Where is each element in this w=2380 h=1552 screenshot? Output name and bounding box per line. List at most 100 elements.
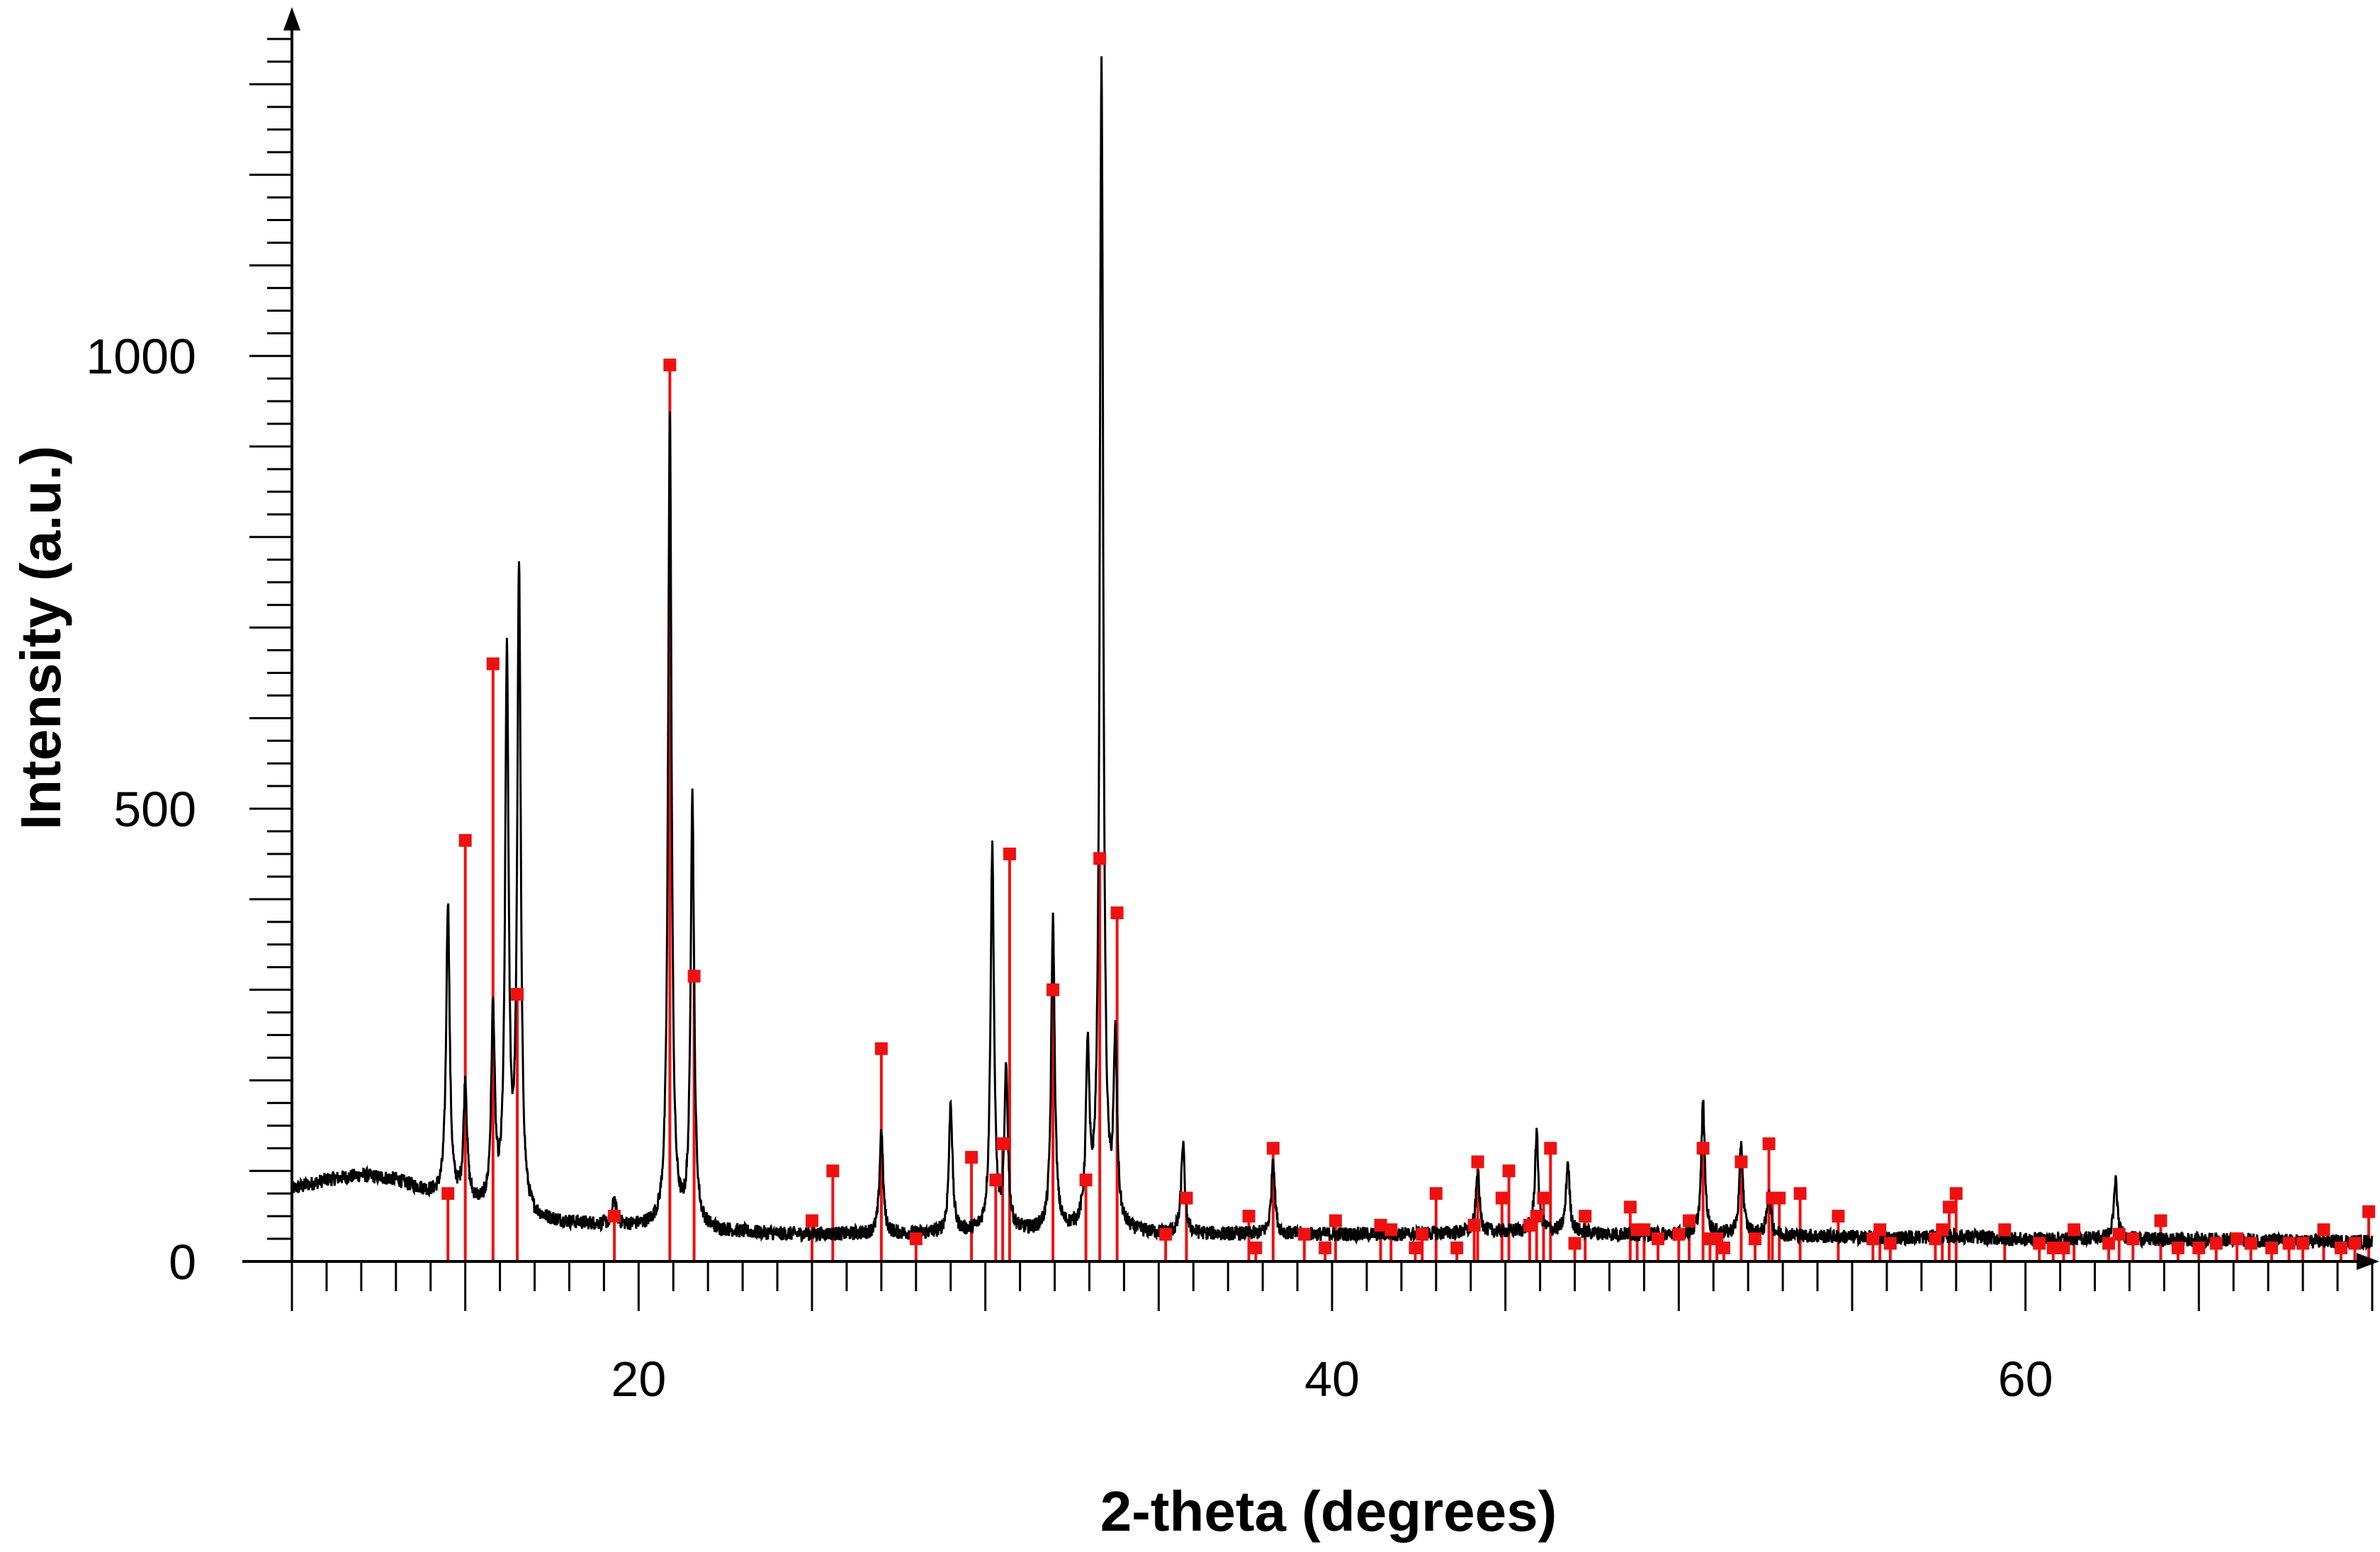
- reference-marker: [1409, 1241, 1422, 1254]
- reference-marker: [909, 1232, 923, 1246]
- reference-marker: [2282, 1237, 2296, 1250]
- reference-marker: [1297, 1227, 1311, 1241]
- reference-marker: [1793, 1187, 1807, 1200]
- reference-marker: [1266, 1142, 1280, 1155]
- x-axis-arrow-icon: [2357, 1253, 2379, 1270]
- y-minor-ticks: [249, 38, 292, 1263]
- reference-marker: [1495, 1191, 1508, 1205]
- reference-marker: [996, 1137, 1010, 1150]
- reference-marker: [2265, 1241, 2279, 1254]
- x-minor-ticks: [291, 1261, 2374, 1311]
- reference-marker: [2068, 1223, 2081, 1237]
- reference-marker: [608, 1210, 621, 1223]
- reference-marker: [1502, 1164, 1516, 1178]
- reference-marker: [2317, 1223, 2330, 1237]
- reference-marker: [1544, 1142, 1557, 1155]
- reference-marker: [989, 1174, 1003, 1186]
- reference-marker: [1319, 1241, 1332, 1254]
- reference-marker: [1949, 1187, 1963, 1200]
- reference-marker: [1093, 852, 1107, 865]
- reference-marker: [1180, 1191, 1193, 1205]
- reference-marker: [1467, 1218, 1481, 1232]
- reference-marker: [1471, 1155, 1484, 1169]
- y-tick-labels: 0 500 1000: [86, 329, 196, 1290]
- y-tick-label: 1000: [86, 329, 196, 384]
- reference-marker: [2244, 1237, 2257, 1250]
- reference-marker: [1003, 848, 1016, 860]
- reference-marker: [1579, 1210, 1592, 1223]
- reference-marker: [1450, 1241, 1464, 1254]
- reference-marker: [1883, 1237, 1897, 1250]
- reference-marker: [1047, 983, 1060, 996]
- y-axis-arrow-icon: [283, 7, 300, 30]
- reference-marker: [1429, 1187, 1443, 1200]
- reference-marker: [874, 1042, 888, 1055]
- reference-marker: [441, 1187, 455, 1200]
- reference-marker: [511, 988, 524, 1001]
- reference-marker: [2102, 1237, 2116, 1250]
- reference-marker: [1637, 1223, 1651, 1237]
- reference-marker: [2296, 1237, 2310, 1250]
- x-tick-labels: 20 40 60: [611, 1351, 2053, 1407]
- reference-marker: [2033, 1237, 2046, 1250]
- plot-area: [291, 56, 2376, 1261]
- y-tick-label: 0: [169, 1235, 196, 1290]
- diffraction-pattern-line: [291, 56, 2374, 1253]
- x-tick-label: 40: [1304, 1351, 1360, 1407]
- reference-marker: [1416, 1227, 1429, 1241]
- reference-marker: [1717, 1241, 1730, 1254]
- reference-marker: [2209, 1237, 2223, 1250]
- reference-marker: [1651, 1232, 1664, 1246]
- reference-marker: [1530, 1210, 1543, 1223]
- reference-marker: [1249, 1241, 1263, 1254]
- reference-marker: [1672, 1227, 1686, 1241]
- axes: 0 500 1000 20 40 60: [86, 7, 2379, 1407]
- reference-marker: [2362, 1205, 2376, 1218]
- reference-marker: [1748, 1232, 1761, 1246]
- reference-marker: [1773, 1191, 1786, 1205]
- reference-marker: [1696, 1142, 1710, 1155]
- reference-marker: [806, 1214, 818, 1227]
- reference-marker: [1623, 1200, 1637, 1214]
- reference-marker: [1943, 1200, 1956, 1214]
- reference-sticks: [446, 365, 2371, 1261]
- reference-marker: [1110, 906, 1124, 920]
- reference-marker: [1936, 1223, 1949, 1237]
- reference-marker: [2171, 1241, 2184, 1254]
- reference-marker: [2334, 1241, 2347, 1254]
- reference-marker: [965, 1151, 978, 1164]
- reference-marker: [2230, 1232, 2244, 1246]
- x-tick-label: 60: [1998, 1351, 2053, 1407]
- x-tick-label: 20: [611, 1351, 666, 1407]
- reference-marker: [1568, 1237, 1581, 1250]
- reference-marker: [1159, 1227, 1173, 1241]
- reference-marker: [1329, 1214, 1342, 1227]
- reference-marker: [2192, 1241, 2206, 1254]
- reference-marker: [2126, 1232, 2140, 1246]
- reference-marker: [1762, 1137, 1776, 1150]
- y-tick-label: 500: [113, 782, 196, 837]
- reference-marker: [2348, 1237, 2362, 1250]
- reference-marker: [2057, 1241, 2070, 1254]
- reference-marker: [1374, 1218, 1387, 1232]
- reference-marker: [2046, 1241, 2060, 1254]
- reference-marker: [1873, 1223, 1887, 1237]
- reference-marker: [1384, 1223, 1398, 1237]
- reference-marker: [1832, 1210, 1845, 1223]
- reference-marker: [1735, 1155, 1748, 1169]
- reference-marker: [826, 1164, 840, 1178]
- reference-marker: [1079, 1174, 1093, 1186]
- reference-marker: [1242, 1210, 1256, 1223]
- reference-marker: [687, 969, 701, 983]
- reference-marker: [663, 359, 677, 371]
- reference-marker: [486, 657, 500, 670]
- y-axis-title: Intensity (a.u.): [9, 446, 72, 830]
- reference-markers: [441, 359, 2376, 1254]
- reference-marker: [1998, 1223, 2012, 1237]
- x-axis-title: 2-theta (degrees): [1100, 1480, 1557, 1543]
- reference-marker: [1537, 1191, 1550, 1205]
- reference-marker: [2154, 1214, 2167, 1227]
- reference-marker: [1683, 1214, 1696, 1227]
- reference-marker: [458, 833, 472, 847]
